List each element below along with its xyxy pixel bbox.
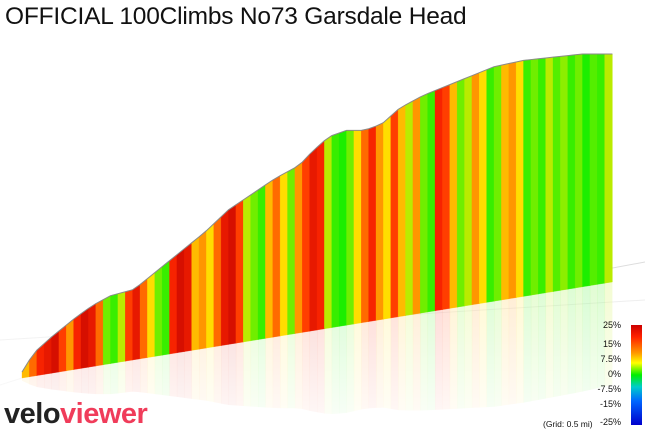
gradient-segment: [80, 308, 89, 369]
legend-color-bar: [631, 325, 642, 425]
legend-label-neg-7-5: -7.5%: [597, 384, 621, 394]
gradient-segment: [567, 54, 576, 290]
gradient-segment: [257, 184, 266, 340]
gradient-segment: [302, 153, 311, 333]
gradient-segment: [198, 230, 207, 350]
gradient-segment: [582, 53, 591, 287]
gradient-segment: [213, 216, 222, 347]
gradient-segment: [309, 146, 318, 332]
gradient-segment: [279, 171, 289, 337]
gradient-segment: [412, 96, 421, 315]
gradient-segment: [486, 66, 495, 303]
gradient-segment: [235, 199, 244, 344]
legend-label-neg-15: -15%: [599, 399, 621, 409]
gradient-segment: [294, 161, 303, 334]
gradient-segment: [147, 272, 156, 358]
gradient-segment: [427, 90, 436, 313]
gradient-segment: [102, 295, 112, 365]
gradient-segment: [405, 100, 414, 316]
legend-label-neg-25: -25%: [599, 417, 621, 427]
gradient-segment: [132, 284, 141, 361]
gradient-segment: [220, 209, 230, 346]
gradient-segment: [464, 75, 473, 307]
gradient-segment: [287, 167, 296, 335]
gradient-segment: [169, 254, 178, 355]
gradient-segment: [125, 289, 134, 362]
gradient-segment: [51, 330, 60, 374]
gradient-segment: [420, 93, 429, 314]
gradient-segment: [73, 313, 82, 370]
gradient-segment: [449, 81, 458, 309]
gradient-legend: 25% 15% 7.5% 0% -7.5% -15% -25%: [590, 318, 645, 427]
gradient-segment: [456, 78, 466, 308]
gradient-segment: [368, 125, 377, 322]
gradient-segment: [331, 132, 340, 328]
gradient-segment: [66, 318, 75, 371]
gradient-segment: [515, 60, 525, 298]
gradient-segment: [397, 104, 407, 317]
gradient-segment: [58, 324, 67, 373]
gradient-segment: [250, 189, 259, 341]
legend-label-7-5: 7.5%: [600, 354, 621, 364]
gradient-segment: [95, 299, 104, 367]
gradient-segment: [206, 223, 215, 349]
gradient-segment: [243, 194, 252, 343]
gradient-segment: [154, 266, 163, 357]
gradient-segment: [493, 64, 502, 302]
logo-text-viewer: viewer: [60, 398, 148, 430]
gradient-segment: [272, 175, 281, 338]
gradient-segment: [265, 179, 274, 339]
gradient-segment: [523, 59, 532, 297]
gradient-segment: [139, 278, 148, 359]
grid-size-note: (Grid: 0.5 mi): [543, 419, 593, 429]
gradient-segment: [552, 56, 561, 292]
gradient-segment: [184, 242, 193, 352]
gradient-segment: [471, 72, 480, 305]
gradient-segment: [442, 84, 451, 310]
gradient-segment: [316, 140, 325, 331]
logo-text-velo: velo: [4, 398, 61, 430]
gradient-segment: [346, 130, 355, 326]
gradient-segment: [545, 57, 554, 293]
profile-top-edge: [21, 53, 613, 373]
gradient-segment: [434, 87, 443, 311]
legend-label-25: 25%: [602, 320, 621, 330]
gradient-segment: [538, 57, 547, 295]
chart-title: OFFICIAL 100Climbs No73 Garsdale Head: [5, 3, 467, 30]
gradient-segment: [161, 260, 171, 356]
gradient-segment: [176, 248, 185, 353]
gradient-segment: [353, 130, 362, 325]
legend-label-15: 15%: [602, 339, 621, 349]
gradient-segment: [530, 58, 539, 296]
gradient-segment: [324, 135, 333, 329]
gradient-segment: [501, 63, 510, 301]
gradient-segment: [574, 53, 584, 289]
legend-label-0: 0%: [607, 369, 621, 379]
gradient-segment: [508, 61, 517, 299]
gradient-segment: [88, 303, 97, 368]
gradient-segment: [604, 53, 613, 284]
gradient-segment: [117, 291, 126, 363]
gradient-segment: [597, 53, 606, 285]
gradient-segment: [383, 115, 392, 320]
gradient-segment: [361, 128, 370, 323]
gradient-segment: [390, 109, 399, 319]
gradient-segment: [110, 293, 119, 364]
gradient-segment: [191, 236, 200, 351]
gradient-segment: [228, 204, 237, 345]
gradient-segments: [21, 53, 613, 379]
gradient-segment: [589, 53, 598, 286]
gradient-segment: [560, 55, 569, 291]
veloviewer-logo: veloviewer: [4, 398, 148, 431]
gradient-segment: [479, 69, 488, 304]
gradient-segment: [338, 130, 348, 327]
gradient-segment: [375, 122, 384, 321]
